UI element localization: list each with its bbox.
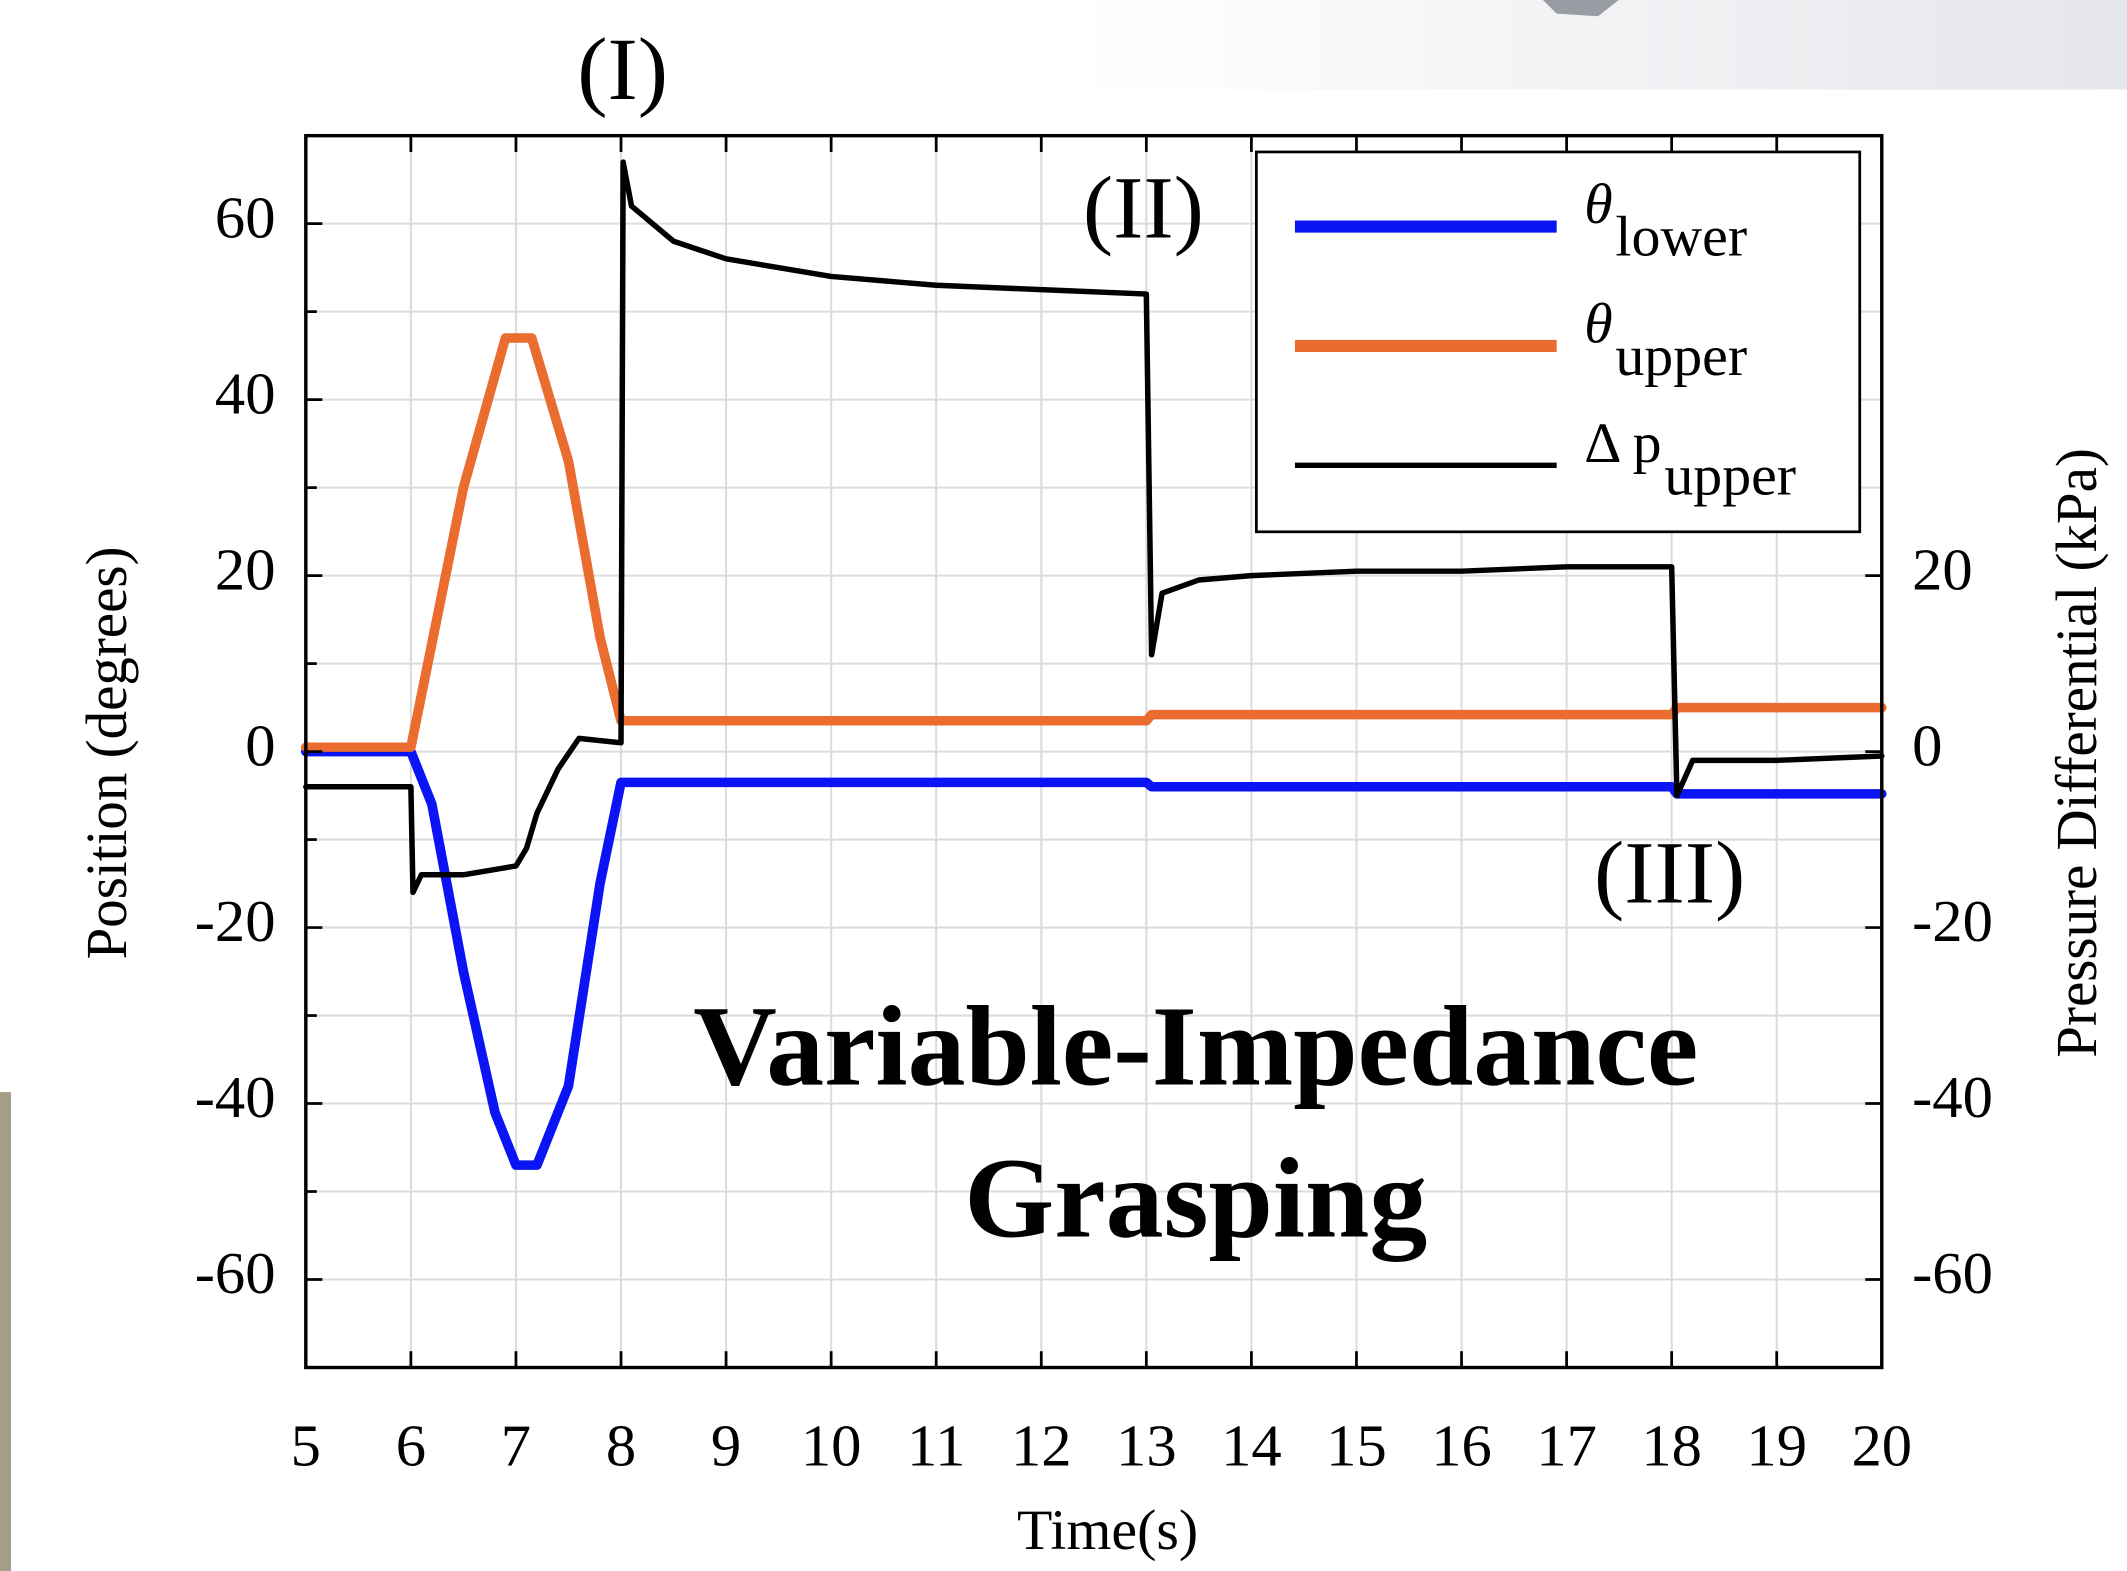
annotation: (III) xyxy=(1594,823,1745,922)
series-line xyxy=(301,746,1887,1170)
x-tick-label: 10 xyxy=(801,1413,862,1479)
legend-name: θ xyxy=(1584,293,1612,356)
legend-subscript: lower xyxy=(1615,206,1747,269)
y2-tick-label: -60 xyxy=(1912,1241,1993,1307)
y2-tick-label: -40 xyxy=(1912,1065,1993,1131)
y2-tick-label: -20 xyxy=(1912,889,1993,955)
x-tick-label: 20 xyxy=(1851,1413,1912,1479)
x-tick-label: 14 xyxy=(1221,1413,1282,1479)
overlay-title: Variable-Impedance xyxy=(693,983,1698,1109)
background-fragment xyxy=(0,1092,12,1571)
x-tick-label: 5 xyxy=(291,1413,321,1479)
y-axis-label: Position (degrees) xyxy=(76,546,139,959)
x-tick-label: 17 xyxy=(1536,1413,1597,1479)
background-fragment xyxy=(1074,0,2127,90)
y-tick-label: 40 xyxy=(215,361,276,427)
y2-tick-label: 0 xyxy=(1912,713,1942,779)
y-tick-label: -60 xyxy=(195,1241,276,1307)
x-tick-label: 19 xyxy=(1746,1413,1807,1479)
x-tick-label: 12 xyxy=(1011,1413,1072,1479)
y2-axis-label: Pressure Differential (kPa) xyxy=(2046,448,2109,1058)
y2-tick-label: 20 xyxy=(1912,537,1973,603)
series-line xyxy=(301,333,1887,752)
annotation: (I) xyxy=(577,20,668,119)
background-fragment xyxy=(1542,0,1619,17)
legend-label: Δ pupper xyxy=(1584,413,1796,508)
x-tick-label: 16 xyxy=(1431,1413,1492,1479)
legend-name: θ xyxy=(1584,174,1612,237)
legend-label: θlower xyxy=(1584,174,1747,269)
series-line xyxy=(303,159,1885,896)
axes xyxy=(304,133,1884,1370)
legend-label: θupper xyxy=(1584,293,1747,388)
x-tick-label: 15 xyxy=(1326,1413,1387,1479)
x-tick-label: 9 xyxy=(711,1413,741,1479)
y-tick-label: -40 xyxy=(195,1065,276,1131)
texts: 5 6 7 8 9 10 11 12 13 14 15 16 17 18 19 20 -60 -40 -20 0 20 4… xyxy=(76,20,2109,1562)
y-tick-label: 0 xyxy=(245,713,275,779)
plot-lines xyxy=(301,159,1887,1170)
x-tick-label: 18 xyxy=(1641,1413,1702,1479)
overlay-title: Grasping xyxy=(964,1135,1427,1261)
x-tick-label: 6 xyxy=(396,1413,426,1479)
x-tick-label: 8 xyxy=(606,1413,636,1479)
legend-name: Δ p xyxy=(1584,413,1661,476)
annotation: (II) xyxy=(1083,158,1204,257)
y-tick-label: -20 xyxy=(195,889,276,955)
legend-subscript: upper xyxy=(1664,445,1796,508)
x-tick-label: 13 xyxy=(1116,1413,1177,1479)
x-tick-label: 7 xyxy=(501,1413,531,1479)
x-tick-label: 11 xyxy=(907,1413,965,1479)
y-tick-label: 60 xyxy=(215,185,276,251)
legend-subscript: upper xyxy=(1615,326,1747,389)
x-axis-label: Time(s) xyxy=(1017,1499,1198,1562)
y-tick-label: 20 xyxy=(215,537,276,603)
plot-frame xyxy=(304,133,1884,1370)
